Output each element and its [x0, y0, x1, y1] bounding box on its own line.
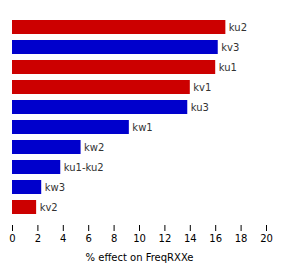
svg-text:kv3: kv3 [221, 42, 239, 53]
svg-text:kw3: kw3 [45, 182, 65, 193]
svg-text:10: 10 [133, 233, 146, 244]
svg-text:2: 2 [35, 233, 41, 244]
svg-text:0: 0 [9, 233, 15, 244]
svg-text:8: 8 [111, 233, 117, 244]
svg-text:12: 12 [159, 233, 172, 244]
svg-text:18: 18 [235, 233, 248, 244]
svg-text:20: 20 [260, 233, 273, 244]
svg-text:kv2: kv2 [40, 202, 58, 213]
svg-text:16: 16 [209, 233, 222, 244]
svg-text:kw2: kw2 [84, 142, 104, 153]
svg-text:kw1: kw1 [132, 122, 152, 133]
svg-text:ku1-ku2: ku1-ku2 [64, 162, 104, 173]
svg-text:14: 14 [184, 233, 197, 244]
svg-text:ku2: ku2 [229, 22, 247, 33]
svg-text:ku3: ku3 [191, 102, 209, 113]
svg-text:kv1: kv1 [193, 82, 211, 93]
svg-text:ku1: ku1 [219, 62, 237, 73]
svg-text:% effect on FreqRXXe: % effect on FreqRXXe [86, 252, 194, 263]
svg-text:6: 6 [86, 233, 92, 244]
svg-text:4: 4 [60, 233, 66, 244]
